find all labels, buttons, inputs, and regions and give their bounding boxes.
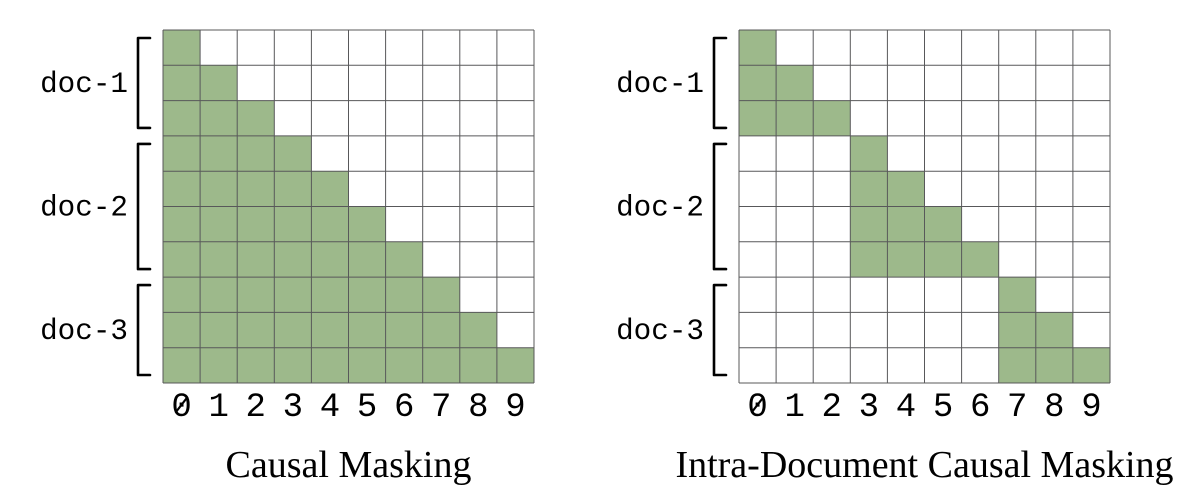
svg-text:doc-3: doc-3 [40, 315, 128, 348]
svg-text:2: 2 [246, 389, 266, 427]
svg-text:1: 1 [784, 389, 804, 427]
svg-text:doc-2: doc-2 [616, 192, 704, 225]
svg-text:1: 1 [208, 389, 228, 427]
svg-text:3: 3 [859, 389, 879, 427]
svg-text:Intra-Document Causal Masking: Intra-Document Causal Masking [675, 444, 1173, 486]
svg-text:7: 7 [1007, 389, 1027, 427]
svg-text:doc-2: doc-2 [40, 192, 128, 225]
svg-text:2: 2 [822, 389, 842, 427]
svg-text:9: 9 [1081, 389, 1101, 427]
svg-text:Causal Masking: Causal Masking [226, 444, 472, 486]
svg-text:doc-1: doc-1 [616, 68, 704, 101]
svg-text:9: 9 [505, 389, 525, 427]
svg-text:0: 0 [747, 389, 767, 427]
svg-text:4: 4 [896, 389, 916, 427]
svg-text:5: 5 [357, 389, 377, 427]
svg-text:4: 4 [320, 389, 340, 427]
svg-text:3: 3 [283, 389, 303, 427]
svg-text:5: 5 [933, 389, 953, 427]
svg-text:0: 0 [171, 389, 191, 427]
svg-text:6: 6 [394, 389, 414, 427]
svg-text:doc-3: doc-3 [616, 315, 704, 348]
svg-text:8: 8 [1044, 389, 1064, 427]
svg-text:doc-1: doc-1 [40, 68, 128, 101]
svg-text:6: 6 [970, 389, 990, 427]
svg-text:8: 8 [468, 389, 488, 427]
svg-text:7: 7 [431, 389, 451, 427]
